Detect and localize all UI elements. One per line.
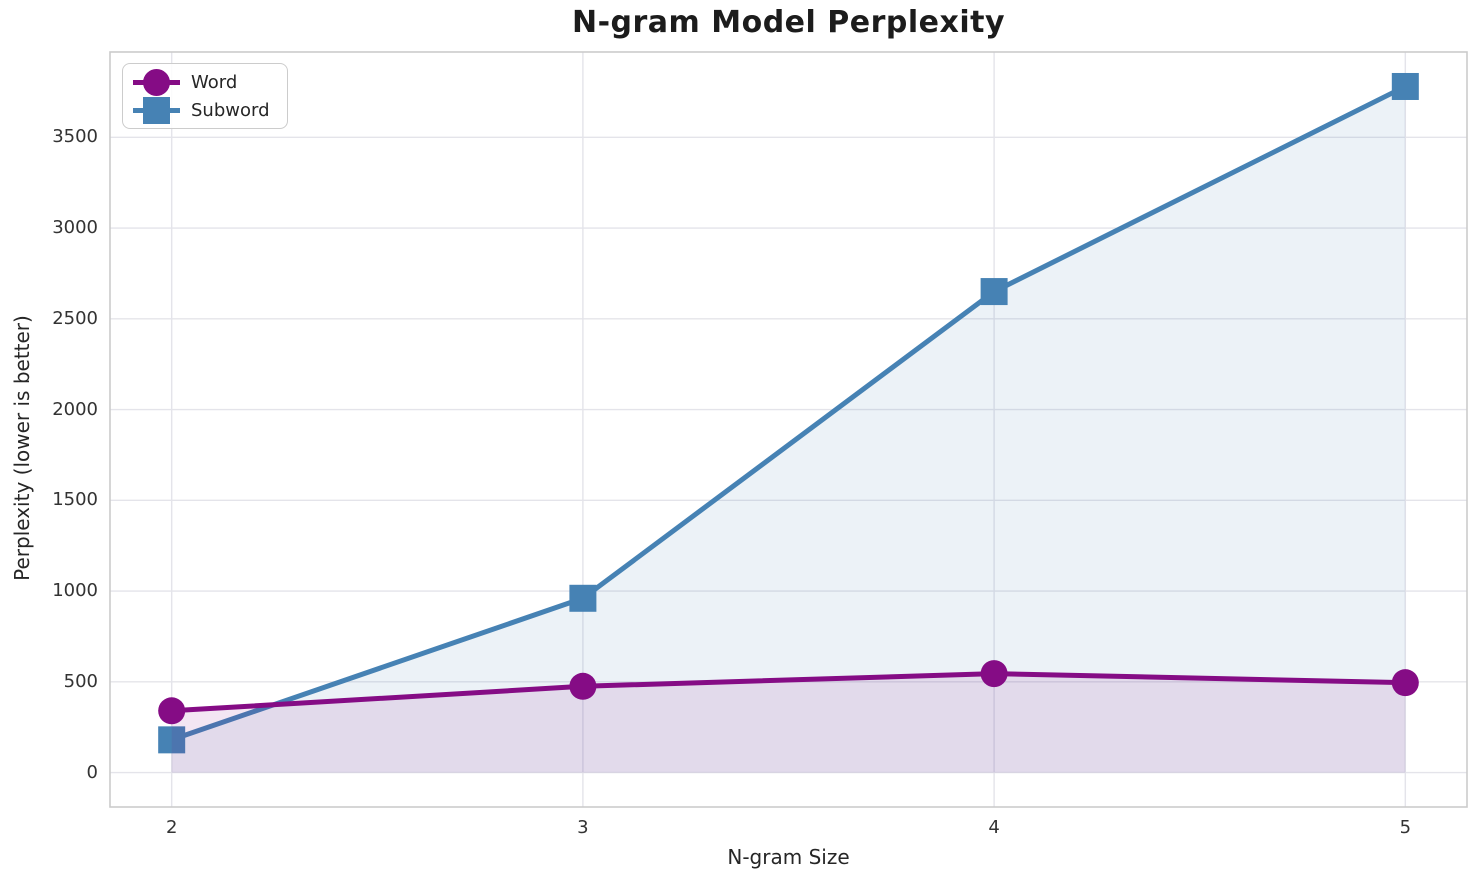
word-data-point (569, 672, 597, 700)
word-circle-marker-icon (143, 68, 170, 96)
y-tick-label: 2000 (52, 398, 98, 420)
y-tick-label: 3500 (52, 126, 98, 148)
y-tick-label: 0 (86, 761, 98, 783)
x-axis-label: N-gram Size (727, 845, 850, 869)
x-tick-label: 2 (165, 817, 178, 838)
legend-label-subword: Subword (191, 99, 270, 121)
word-data-point (158, 697, 186, 725)
subword-data-point (980, 278, 1008, 306)
x-tick-label: 4 (988, 817, 1000, 838)
subword-square-marker-icon (143, 96, 170, 124)
word-data-point (1391, 669, 1419, 697)
chart-title: N-gram Model Perplexity (571, 5, 1006, 40)
legend-item-word: Word (133, 68, 277, 96)
subword-line-marker-sample (133, 96, 180, 124)
x-tick-label: 5 (1399, 817, 1412, 838)
subword-data-point (158, 726, 186, 754)
subword-data-point (569, 584, 597, 612)
y-tick-label: 2500 (52, 307, 98, 329)
y-tick-label: 1500 (52, 489, 98, 511)
legend-item-subword: Subword (133, 96, 277, 124)
y-tick-label: 500 (63, 670, 98, 692)
word-data-point (980, 660, 1008, 688)
subword-data-point (1391, 72, 1419, 100)
word-line-marker-sample (133, 68, 180, 96)
legend: Word Subword (122, 63, 288, 129)
x-tick-label: 3 (577, 817, 589, 838)
y-tick-label: 1000 (52, 580, 98, 602)
legend-label-word: Word (191, 71, 238, 93)
y-tick-label: 3000 (52, 217, 98, 239)
